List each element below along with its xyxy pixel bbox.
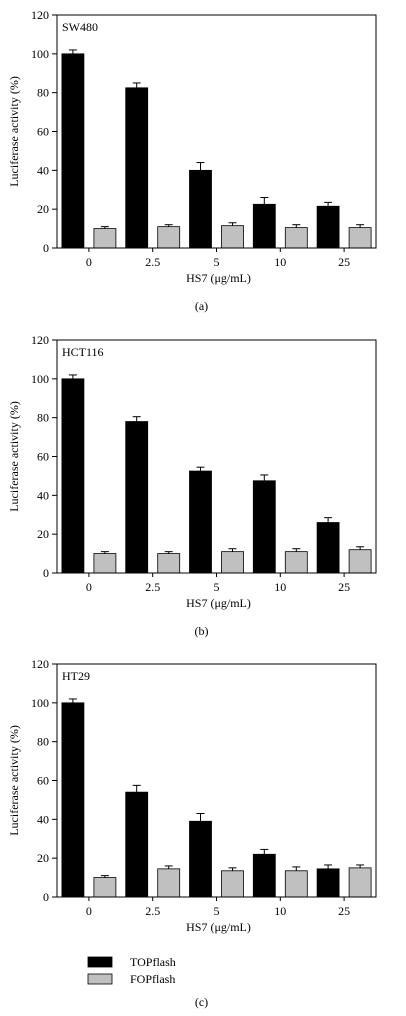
bar-fopflash-2 [221,870,244,898]
x-tick-label: 5 [214,580,220,594]
x-tick-label: 25 [338,904,350,918]
y-tick-label: 120 [31,8,49,22]
bar-fopflash-2 [221,225,244,249]
y-tick-label: 40 [37,163,49,177]
y-tick-label: 0 [43,890,49,904]
bar-topflash-0 [61,702,85,898]
bar-fopflash-3 [284,551,308,574]
bar-topflash-2 [189,820,212,898]
x-tick-label: 0 [86,580,92,594]
y-tick-label: 80 [37,411,49,425]
y-tick-label: 0 [43,566,49,580]
x-tick-label: 25 [338,255,350,269]
bar-fopflash-4 [348,227,372,249]
bar-topflash-4 [316,522,340,574]
legend-label-topflash: TOPflash [130,955,176,969]
y-tick-label: 20 [37,202,49,216]
cell-line-label: SW480 [62,20,98,34]
bar-topflash-0 [61,378,85,574]
x-axis-label: HS7 (μg/mL) [186,596,251,610]
bar-topflash-2 [189,169,212,249]
x-tick-label: 10 [274,580,286,594]
x-tick-label: 10 [274,904,286,918]
bar-fopflash-0 [93,553,117,574]
panel-label: (c) [195,995,208,1009]
y-tick-label: 60 [37,125,49,139]
x-axis-label: HS7 (μg/mL) [186,920,251,934]
y-tick-label: 20 [37,851,49,865]
bar-fopflash-2 [221,551,244,574]
x-tick-label: 5 [214,904,220,918]
bar-topflash-0 [61,53,85,249]
y-tick-label: 120 [31,333,49,347]
plot-frame [56,663,377,898]
x-tick-label: 5 [214,255,220,269]
y-tick-label: 80 [37,735,49,749]
x-axis-label: HS7 (μg/mL) [186,271,251,285]
panel-label: (b) [195,624,209,638]
x-tick-label: 0 [86,255,92,269]
bar-fopflash-0 [93,228,117,249]
bar-fopflash-1 [157,868,181,898]
bar-topflash-1 [125,87,149,249]
y-tick-label: 20 [37,527,49,541]
bar-topflash-3 [252,203,276,249]
x-tick-label: 2.5 [145,904,160,918]
chart-panel-1: 0 20 40 60 80 100 120 0 2.5 5 10 25 HS7 (μg/mL) Lucif… [7,8,377,313]
bar-topflash-2 [189,470,212,574]
y-tick-label: 100 [31,47,49,61]
y-tick-label: 40 [37,812,49,826]
y-tick-label: 60 [37,450,49,464]
panel-label: (a) [195,299,208,313]
x-tick-label: 2.5 [145,255,160,269]
bar-fopflash-0 [93,877,117,898]
y-axis-label: Luciferase activity (%) [7,76,21,187]
chart-panel-3: 0 20 40 60 80 100 120 0 2.5 5 10 25 HS7 (μg/mL) Lucif… [7,657,377,1009]
y-tick-label: 120 [31,657,49,671]
y-axis-label: Luciferase activity (%) [7,401,21,512]
bar-topflash-1 [125,421,149,574]
bar-topflash-3 [252,853,276,898]
bar-fopflash-1 [157,553,181,574]
legend-swatch-topflash [87,956,113,968]
bar-fopflash-3 [284,227,308,249]
bar-fopflash-3 [284,870,308,898]
y-tick-label: 80 [37,86,49,100]
x-tick-label: 25 [338,580,350,594]
y-tick-label: 60 [37,774,49,788]
legend-label-fopflash: FOPflash [130,972,175,986]
legend-swatch-fopflash [87,973,113,985]
y-tick-label: 100 [31,696,49,710]
y-axis-label: Luciferase activity (%) [7,725,21,836]
legend: TOPflash FOPflash [87,955,176,986]
bar-topflash-1 [125,791,149,898]
y-tick-label: 40 [37,488,49,502]
bar-fopflash-4 [348,549,372,574]
chart-panel-2: 0 20 40 60 80 100 120 0 2.5 5 10 25 HS7 (μg/mL) Lucif… [7,333,377,638]
x-tick-label: 10 [274,255,286,269]
bar-fopflash-1 [157,226,181,249]
x-tick-label: 0 [86,904,92,918]
bar-topflash-4 [316,205,340,249]
y-tick-label: 0 [43,241,49,255]
bar-fopflash-4 [348,867,372,898]
bar-topflash-3 [252,480,276,574]
x-tick-label: 2.5 [145,580,160,594]
bar-topflash-4 [316,868,340,898]
cell-line-label: HCT116 [62,345,104,359]
cell-line-label: HT29 [62,669,90,683]
y-tick-label: 100 [31,372,49,386]
